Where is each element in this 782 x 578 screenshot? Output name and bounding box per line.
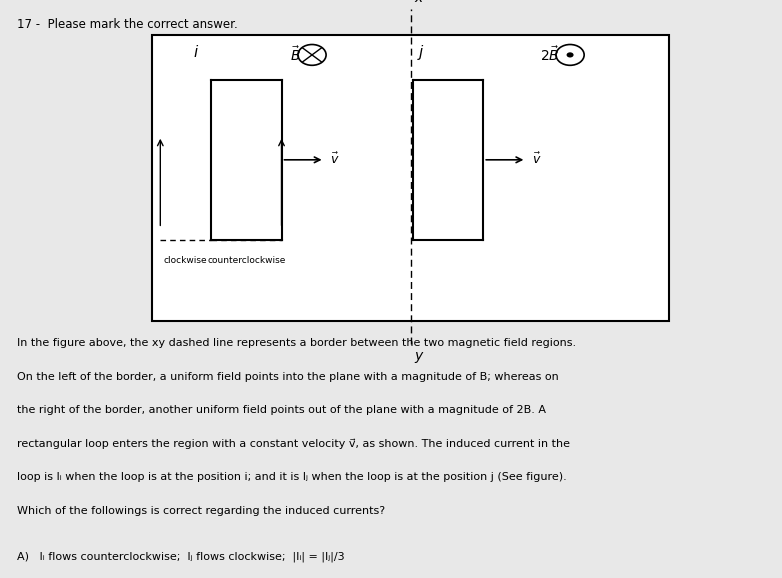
Text: loop is Iᵢ when the loop is at the position i; and it is Iⱼ when the loop is at : loop is Iᵢ when the loop is at the posit…	[17, 472, 567, 482]
Text: x: x	[414, 0, 423, 5]
Bar	[152, 35, 669, 321]
Text: In the figure above, the xy dashed line represents a border between the two magn: In the figure above, the xy dashed line …	[17, 338, 576, 348]
Text: $\vec{v}$: $\vec{v}$	[532, 152, 541, 168]
Text: j: j	[418, 45, 423, 60]
Text: A)   Iᵢ flows counterclockwise;  Iⱼ flows clockwise;  |Iᵢ| = |Iⱼ|/3: A) Iᵢ flows counterclockwise; Iⱼ flows c…	[17, 552, 345, 562]
Text: $\vec{v}$: $\vec{v}$	[330, 152, 339, 168]
Text: rectangular loop enters the region with a constant velocity v⃗, as shown. The in: rectangular loop enters the region with …	[17, 439, 570, 449]
Text: Which of the followings is correct regarding the induced currents?: Which of the followings is correct regar…	[17, 506, 386, 516]
Text: i: i	[193, 45, 198, 60]
Text: $\vec{B}$: $\vec{B}$	[290, 46, 301, 64]
Circle shape	[556, 45, 584, 65]
Text: counterclockwise: counterclockwise	[207, 256, 285, 265]
Circle shape	[298, 45, 326, 65]
Text: clockwise: clockwise	[164, 256, 207, 265]
Text: the right of the border, another uniform field points out of the plane with a ma: the right of the border, another uniform…	[17, 405, 546, 415]
Text: $2\vec{B}$: $2\vec{B}$	[540, 46, 559, 64]
Circle shape	[566, 52, 574, 57]
Text: On the left of the border, a uniform field points into the plane with a magnitud: On the left of the border, a uniform fie…	[17, 372, 559, 381]
Text: y: y	[414, 349, 423, 362]
Text: 17 -  Please mark the correct answer.: 17 - Please mark the correct answer.	[17, 18, 238, 31]
